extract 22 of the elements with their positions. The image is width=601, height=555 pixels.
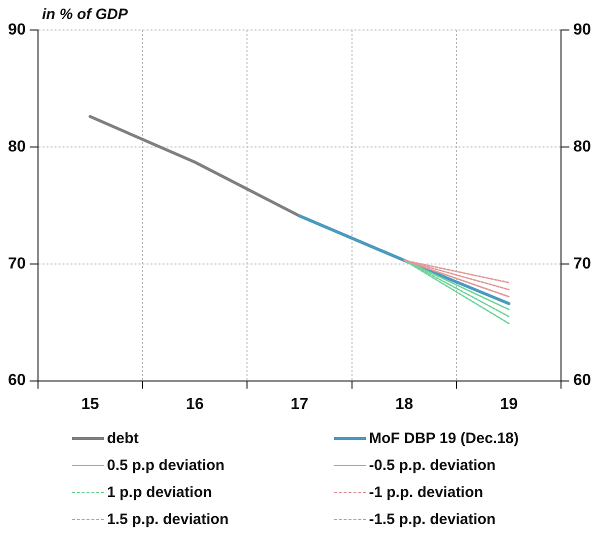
y2-tick-label: 70: [573, 255, 592, 272]
x-tick-label: 16: [186, 396, 204, 413]
y2-tick-label: 80: [573, 138, 592, 156]
x-tick-label: 15: [81, 396, 100, 413]
legend-label: 1 p.p deviation: [107, 484, 212, 501]
x-tick-label: 17: [290, 396, 308, 413]
y-tick-label: 60: [8, 372, 26, 390]
legend-label: -1.5 p.p. deviation: [369, 511, 496, 528]
legend-label: debt: [107, 430, 139, 447]
y-tick-label: 70: [8, 255, 26, 272]
y-tick-label: 80: [8, 138, 26, 156]
y2-tick-label: 60: [573, 372, 592, 390]
y-tick-label: 90: [8, 21, 26, 38]
legend-label: -0.5 p.p. deviation: [369, 457, 496, 474]
legend-label: -1 p.p. deviation: [369, 484, 484, 501]
legend-label: MoF DBP 19 (Dec.18): [369, 430, 519, 447]
y-axis-title: in % of GDP: [42, 6, 128, 23]
x-tick-label: 19: [500, 396, 518, 413]
legend-label: 1.5 p.p. deviation: [107, 511, 229, 528]
x-tick-label: 18: [395, 396, 414, 413]
y2-tick-label: 90: [573, 21, 592, 38]
legend-label: 0.5 p.p deviation: [107, 457, 225, 474]
